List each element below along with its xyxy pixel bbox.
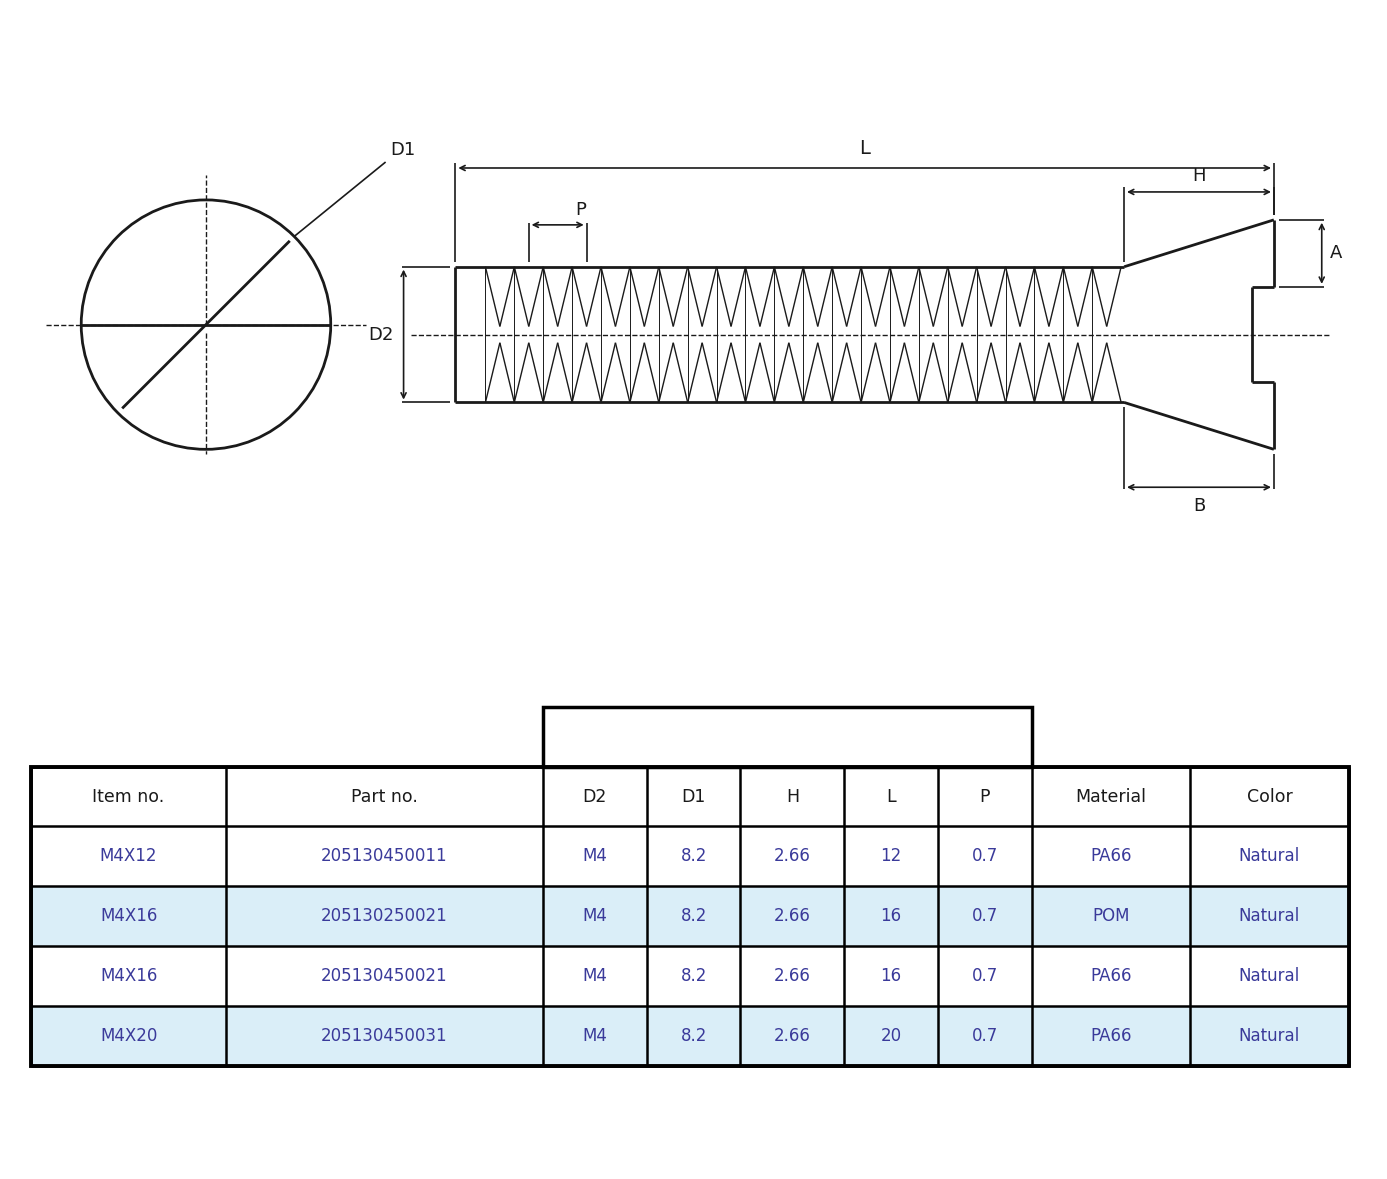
Text: PA66: PA66 — [1090, 1027, 1132, 1045]
Text: 20: 20 — [881, 1027, 902, 1045]
Text: M4: M4 — [583, 967, 608, 986]
Text: B: B — [1193, 498, 1205, 515]
Text: 8.2: 8.2 — [681, 967, 707, 986]
Text: 0.7: 0.7 — [972, 848, 997, 865]
Text: M4: M4 — [583, 1027, 608, 1045]
Text: 0.7: 0.7 — [972, 907, 997, 926]
Text: Material: Material — [1075, 788, 1147, 805]
Text: D1: D1 — [391, 141, 416, 159]
Text: 205130450011: 205130450011 — [322, 848, 448, 865]
Text: D1: D1 — [681, 788, 706, 805]
Bar — [32, 826, 1348, 887]
Text: 2.66: 2.66 — [774, 1027, 811, 1045]
Text: Part no.: Part no. — [351, 788, 417, 805]
Text: 205130450021: 205130450021 — [322, 967, 448, 986]
Text: H: H — [1193, 167, 1205, 185]
Text: M4X16: M4X16 — [100, 907, 157, 926]
Text: 16: 16 — [881, 907, 902, 926]
Bar — [32, 887, 1348, 947]
Text: 205130450031: 205130450031 — [322, 1027, 448, 1045]
Text: PA66: PA66 — [1090, 848, 1132, 865]
Text: M4: M4 — [583, 907, 608, 926]
Text: P: P — [576, 200, 587, 219]
Text: Natural: Natural — [1239, 1027, 1300, 1045]
Text: 12: 12 — [881, 848, 902, 865]
Text: Dimension　(mm): Dimension (mm) — [706, 727, 868, 746]
Text: 2.66: 2.66 — [774, 967, 811, 986]
Text: 8.2: 8.2 — [681, 848, 707, 865]
Text: M4: M4 — [583, 848, 608, 865]
Text: 16: 16 — [881, 967, 902, 986]
Text: M4X16: M4X16 — [100, 967, 157, 986]
Bar — [32, 947, 1348, 1006]
Text: Item no.: Item no. — [93, 788, 165, 805]
Text: L: L — [886, 788, 896, 805]
Text: 8.2: 8.2 — [681, 1027, 707, 1045]
Text: PA66: PA66 — [1090, 967, 1132, 986]
Text: 0.7: 0.7 — [972, 967, 997, 986]
Text: M4X20: M4X20 — [100, 1027, 157, 1045]
Text: Natural: Natural — [1239, 848, 1300, 865]
Text: 8.2: 8.2 — [681, 907, 707, 926]
Text: D2: D2 — [368, 325, 394, 343]
Text: 2.66: 2.66 — [774, 907, 811, 926]
Bar — [32, 766, 1348, 1066]
Text: 205130250021: 205130250021 — [320, 907, 448, 926]
Text: Color: Color — [1247, 788, 1293, 805]
Text: A: A — [1330, 244, 1343, 262]
Text: H: H — [786, 788, 799, 805]
Text: M4X12: M4X12 — [100, 848, 157, 865]
Bar — [32, 1006, 1348, 1066]
Text: L: L — [859, 139, 870, 158]
Text: Natural: Natural — [1239, 907, 1300, 926]
Text: 0.7: 0.7 — [972, 1027, 997, 1045]
Bar — [32, 766, 1348, 826]
Text: POM: POM — [1092, 907, 1129, 926]
Text: D2: D2 — [583, 788, 608, 805]
Text: 2.66: 2.66 — [774, 848, 811, 865]
Text: Natural: Natural — [1239, 967, 1300, 986]
Bar — [542, 706, 1032, 766]
Text: P: P — [979, 788, 990, 805]
